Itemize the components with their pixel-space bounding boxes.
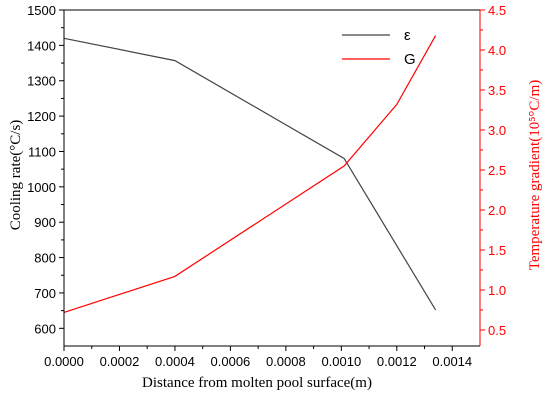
x-axis-tick-label: 0.0010 — [321, 354, 361, 369]
plot-frame — [64, 9, 480, 347]
legend-label: ε — [404, 27, 411, 44]
x-axis-tick-label: 0.0004 — [155, 354, 195, 369]
left-y-axis-tick-label: 1100 — [28, 144, 56, 159]
left-y-axis-tick-label: 900 — [34, 215, 56, 230]
right-y-axis-tick-label: 1.0 — [488, 283, 506, 298]
right-y-axis-title: Temperature gradient(10⁵°C/m) — [527, 80, 543, 271]
right-y-axis-tick-label: 4.0 — [488, 43, 506, 58]
x-axis-tick-label: 0.0008 — [266, 354, 306, 369]
right-y-axis-tick-label: 2.5 — [488, 163, 506, 178]
series-layer — [63, 35, 437, 313]
left-y-axis-tick-label: 1400 — [27, 38, 56, 53]
legend-label: G — [404, 51, 416, 68]
right-y-axis: 0.5 1.0 1.5 2.0 2.5 3.0 3.5 4.0 4.5 — [479, 3, 506, 346]
left-y-axis-tick-label: 700 — [34, 286, 56, 301]
right-y-axis-tick-label: 0.5 — [488, 323, 506, 338]
legend: εG — [342, 27, 416, 68]
right-y-axis-tick-label: 3.0 — [488, 123, 506, 138]
left-y-axis-tick-label: 800 — [34, 251, 56, 266]
x-axis-tick-label: 0.0012 — [377, 354, 417, 369]
left-y-axis-tick-label: 1000 — [27, 180, 56, 195]
left-y-axis-tick-label: 1300 — [27, 74, 56, 89]
right-y-axis-tick-label: 2.0 — [488, 203, 506, 218]
x-axis-title: Distance from molten pool surface(m) — [142, 375, 372, 391]
right-y-axis-tick-label: 1.5 — [488, 243, 506, 258]
right-y-axis-tick-label: 4.5 — [488, 3, 506, 18]
x-axis: 0.0000 0.0002 0.0004 0.0006 0.0008 0.0010 0.00… — [44, 346, 472, 369]
left-y-axis-title: Cooling rate(°C/s) — [8, 120, 24, 231]
x-axis-tick-label: 0.0006 — [211, 354, 251, 369]
right-y-axis-tick-label: 3.5 — [488, 83, 506, 98]
left-y-axis: 600 700 800 900 1000 1100 1200 1300 1400 1500 — [27, 3, 65, 346]
series-line-left — [63, 37, 437, 311]
x-axis-tick-label: 0.0014 — [432, 354, 472, 369]
left-y-axis-tick-label: 1500 — [27, 3, 56, 18]
series-line-right — [63, 35, 437, 313]
x-axis-tick-label: 0.0002 — [100, 354, 140, 369]
left-y-axis-tick-label: 600 — [34, 321, 56, 336]
left-y-axis-tick-label: 1200 — [27, 109, 56, 124]
x-axis-tick-label: 0.0000 — [44, 354, 84, 369]
